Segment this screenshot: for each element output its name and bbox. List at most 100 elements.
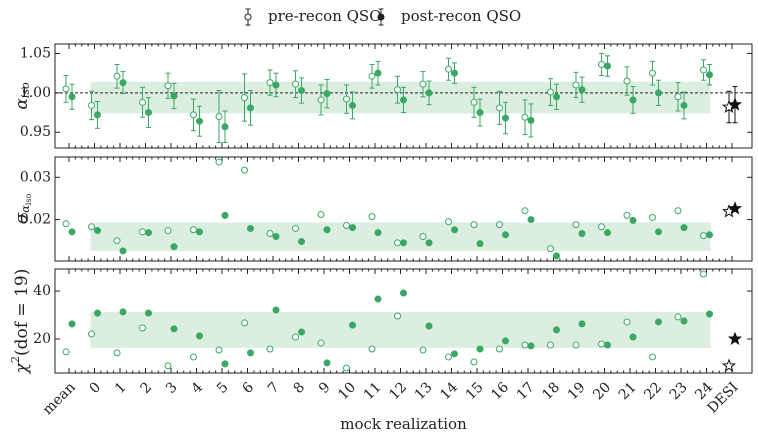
marker xyxy=(470,221,478,229)
marker xyxy=(292,224,299,232)
marker xyxy=(394,312,401,320)
marker xyxy=(400,96,407,104)
marker xyxy=(190,353,197,361)
marker xyxy=(215,346,223,354)
marker xyxy=(419,346,427,354)
marker xyxy=(247,224,254,232)
marker xyxy=(604,341,611,349)
marker xyxy=(680,101,688,109)
marker xyxy=(629,96,637,104)
marker xyxy=(266,345,274,353)
marker xyxy=(241,319,248,327)
marker xyxy=(578,230,586,238)
marker xyxy=(700,232,707,240)
x-tick-label: 20 xyxy=(590,379,614,403)
marker xyxy=(521,341,529,349)
marker xyxy=(68,228,76,236)
marker xyxy=(272,232,280,240)
x-tick-label: 19 xyxy=(565,379,589,403)
marker xyxy=(629,333,637,341)
marker xyxy=(496,345,503,353)
marker xyxy=(623,318,631,326)
marker xyxy=(598,340,605,348)
marker xyxy=(62,85,70,93)
marker xyxy=(572,341,580,349)
marker xyxy=(190,226,197,234)
marker xyxy=(94,111,101,119)
y-label-subsubscript: iso xyxy=(24,194,33,206)
x-tick-label: 3 xyxy=(163,379,181,397)
marker xyxy=(241,94,248,102)
marker xyxy=(317,210,325,218)
marker xyxy=(655,228,662,236)
x-tick-label: 17 xyxy=(514,379,538,403)
y-label-symbol: χ xyxy=(12,361,32,374)
y-axis-label: σαiso xyxy=(12,194,34,225)
star-marker xyxy=(727,97,743,111)
marker xyxy=(368,72,376,80)
x-tick-label: 13 xyxy=(412,379,436,403)
marker xyxy=(470,358,478,366)
marker xyxy=(88,330,95,338)
star-marker xyxy=(727,201,743,215)
marker xyxy=(298,86,305,94)
marker xyxy=(496,104,503,112)
marker xyxy=(374,229,382,237)
x-tick-label: 16 xyxy=(488,379,512,403)
x-tick-label: 9 xyxy=(316,379,334,397)
marker xyxy=(649,213,656,221)
marker xyxy=(502,114,509,122)
marker xyxy=(527,216,535,224)
marker xyxy=(221,360,229,368)
marker xyxy=(445,65,452,73)
y-tick-label: 20 xyxy=(33,331,51,347)
marker xyxy=(578,320,586,328)
x-tick-label: mean xyxy=(40,379,79,418)
marker xyxy=(553,252,560,260)
marker xyxy=(547,341,554,349)
marker xyxy=(502,231,509,239)
marker xyxy=(343,221,350,229)
marker xyxy=(547,88,554,96)
marker xyxy=(425,89,433,97)
marker xyxy=(196,117,203,125)
marker xyxy=(88,101,95,109)
y-label-symbol: σ xyxy=(12,212,32,224)
marker xyxy=(298,238,305,246)
y-label-superscript: 2 xyxy=(9,356,22,363)
marker xyxy=(323,359,331,367)
marker xyxy=(119,247,127,255)
marker xyxy=(598,60,605,68)
marker xyxy=(145,229,152,237)
marker xyxy=(368,345,376,353)
marker xyxy=(425,322,433,330)
x-tick-label: 23 xyxy=(667,379,691,403)
y-tick-label: 0.03 xyxy=(20,169,51,185)
marker xyxy=(604,229,611,237)
marker xyxy=(629,216,637,224)
marker xyxy=(68,320,76,328)
marker xyxy=(119,79,127,87)
y-tick-label: 1.05 xyxy=(20,45,51,61)
marker xyxy=(674,207,682,215)
marker xyxy=(196,332,203,340)
marker xyxy=(476,240,484,248)
x-tick-label: 2 xyxy=(138,379,156,397)
marker xyxy=(266,79,274,87)
marker xyxy=(113,72,121,80)
marker xyxy=(598,223,605,231)
y-axis-label: αiso xyxy=(12,82,33,110)
x-tick-label: 15 xyxy=(463,379,487,403)
marker xyxy=(221,211,229,219)
x-tick-label: 22 xyxy=(641,379,665,403)
marker xyxy=(113,237,121,245)
marker xyxy=(298,328,305,336)
marker xyxy=(94,227,101,235)
marker xyxy=(292,80,299,88)
marker xyxy=(343,95,350,103)
marker xyxy=(578,86,586,94)
marker xyxy=(451,350,458,358)
y-label-subscript: iso xyxy=(19,82,32,98)
marker xyxy=(649,69,656,77)
marker xyxy=(145,109,152,117)
